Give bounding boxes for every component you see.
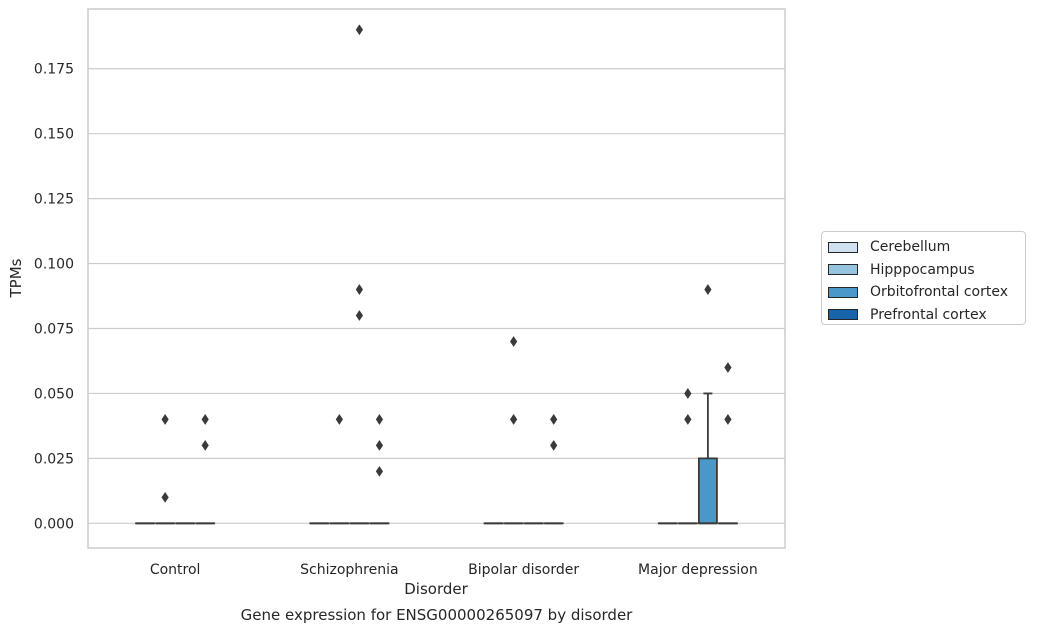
outlier-point <box>724 362 732 373</box>
legend-label: Hipppocampus <box>870 261 975 278</box>
box-2-3 <box>697 284 718 525</box>
y-tick-label: 0.100 <box>34 257 74 273</box>
outlier-point <box>375 465 384 477</box>
box-1-3 <box>677 388 698 525</box>
y-gridlines <box>88 68 785 524</box>
legend-item-orbitofrontal-cortex: Orbitofrontal cortex <box>828 281 1019 304</box>
box-3-1 <box>369 414 390 525</box>
outlier-point <box>724 414 732 425</box>
legend-swatch <box>828 309 858 321</box>
legend-item-cerebellum: Cerebellum <box>828 236 1019 259</box>
box-2-1 <box>349 24 370 525</box>
y-tick-label: 0.175 <box>34 62 74 78</box>
y-tick-label: 0.150 <box>34 127 74 143</box>
outlier-point <box>510 336 518 347</box>
outlier-point <box>201 439 209 451</box>
x-tick-label: Control <box>150 562 201 578</box>
y-axis-label: TPMs <box>7 258 25 298</box>
outlier-point <box>550 439 558 451</box>
outlier-point <box>704 284 712 295</box>
y-tick-label: 0.050 <box>34 386 74 402</box>
box-3-3 <box>718 362 738 525</box>
box-body <box>697 457 718 525</box>
y-tick-label: 0.075 <box>34 322 74 338</box>
outlier-point <box>161 491 169 503</box>
x-axis-label: Disorder <box>404 580 468 598</box>
legend-swatch <box>828 286 858 298</box>
outlier-point <box>510 414 518 425</box>
outlier-point <box>201 414 209 425</box>
outlier-point <box>355 284 363 295</box>
legend: Cerebellum Hipppocampus Orbitofrontal co… <box>821 231 1026 325</box>
x-tick-label: Bipolar disorder <box>468 562 579 578</box>
legend-label: Cerebellum <box>870 239 951 256</box>
legend-item-hippocampus: Hipppocampus <box>828 259 1019 282</box>
y-tick-label: 0.000 <box>34 516 74 532</box>
outlier-point <box>550 414 558 425</box>
x-tick-labels: Control Schizophrenia Bipolar disorder Majo… <box>150 562 758 578</box>
x-tick-label: Major depression <box>638 562 758 578</box>
outlier-point <box>684 414 692 425</box>
legend-item-prefrontal-cortex: Prefrontal cortex <box>828 304 1019 327</box>
outlier-point <box>684 388 692 399</box>
legend-swatch <box>828 241 858 253</box>
chart-title: Gene expression for ENSG00000265097 by d… <box>240 606 633 624</box>
x-tick-label: Schizophrenia <box>300 562 398 578</box>
plot-frame <box>87 8 786 549</box>
outlier-point <box>161 414 169 425</box>
boxes-layer <box>135 24 738 525</box>
box-1-2 <box>503 336 524 525</box>
legend-label: Orbitofrontal cortex <box>870 284 1008 301</box>
y-tick-labels: 0.000 0.025 0.050 0.075 0.100 0.125 0.150 0.175 <box>34 62 74 533</box>
legend-label: Prefrontal cortex <box>870 306 987 323</box>
legend-swatch <box>828 264 858 276</box>
box-3-2 <box>543 414 564 525</box>
outlier-point <box>355 24 363 36</box>
outlier-point <box>355 310 363 321</box>
outlier-point <box>375 439 384 451</box>
box-1-1 <box>329 414 350 525</box>
y-tick-label: 0.025 <box>34 451 74 467</box>
y-tick-label: 0.125 <box>34 192 74 208</box>
outlier-point <box>375 414 384 425</box>
box-1-0 <box>155 414 176 525</box>
box-3-0 <box>195 414 216 525</box>
outlier-point <box>335 414 343 425</box>
